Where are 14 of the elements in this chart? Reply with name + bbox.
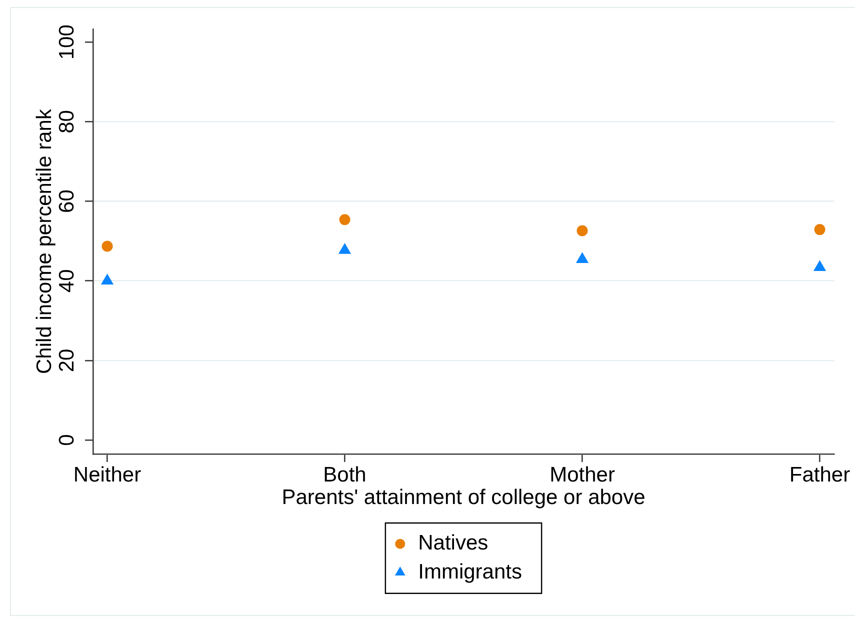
x-tick-label: Neither bbox=[73, 463, 142, 486]
legend-label: Natives bbox=[418, 532, 488, 555]
x-tick-label: Both bbox=[323, 463, 366, 486]
x-tick-label: Father bbox=[789, 463, 850, 486]
y-tick-label: 20 bbox=[55, 348, 78, 372]
y-tick-label: 0 bbox=[55, 434, 78, 446]
x-tick-label: Mother bbox=[550, 463, 615, 486]
legend-label: Immigrants bbox=[418, 560, 522, 584]
y-tick-label: 40 bbox=[55, 269, 78, 293]
y-tick-label: 100 bbox=[55, 24, 78, 60]
y-tick-label: 60 bbox=[55, 190, 78, 213]
x-axis-title: Parents' attainment of college or above bbox=[282, 486, 646, 509]
y-axis-title: Child income percentile rank bbox=[32, 108, 56, 374]
y-tick-label: 80 bbox=[55, 110, 78, 134]
